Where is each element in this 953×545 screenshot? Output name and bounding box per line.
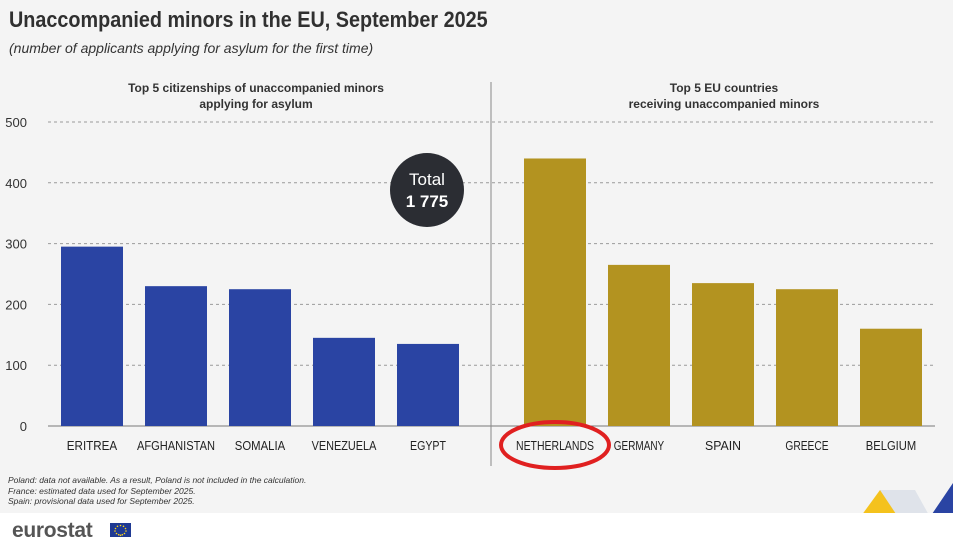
footnote-spain: Spain: provisional data used for Septemb… bbox=[8, 496, 195, 506]
x-tick-label: BELGIUM bbox=[866, 439, 916, 453]
bar-belgium bbox=[860, 328, 922, 426]
panel-title-2-line: receiving unaccompanied minors bbox=[629, 97, 820, 111]
y-tick-label: 300 bbox=[5, 237, 27, 252]
bar-venezuela bbox=[313, 337, 375, 426]
panel-title-1-line: Top 5 citizenships of unaccompanied mino… bbox=[128, 81, 384, 95]
eu-flag-icon bbox=[110, 523, 131, 537]
chart-subtitle: (number of applicants applying for asylu… bbox=[9, 40, 374, 56]
bar-spain bbox=[692, 283, 754, 426]
chart-title: Unaccompanied minors in the EU, Septembe… bbox=[9, 7, 488, 32]
x-tick-label: SPAIN bbox=[705, 439, 741, 453]
x-tick-label: GERMANY bbox=[614, 439, 665, 453]
y-tick-label: 400 bbox=[5, 176, 27, 191]
x-tick-label: ERITREA bbox=[67, 439, 118, 453]
y-tick-label: 500 bbox=[5, 115, 27, 130]
x-tick-label: VENEZUELA bbox=[312, 439, 377, 453]
y-tick-label: 200 bbox=[5, 297, 27, 312]
bar-eritrea bbox=[61, 246, 123, 426]
total-badge-label: Total bbox=[409, 170, 445, 189]
total-badge-value: 1 775 bbox=[406, 192, 449, 211]
footnotes: Poland: data not available. As a result,… bbox=[8, 475, 306, 507]
x-tick-label: EGYPT bbox=[410, 439, 446, 453]
panel-title-2-line: Top 5 EU countries bbox=[670, 81, 779, 95]
bar-egypt bbox=[397, 343, 459, 426]
bar-afghanistan bbox=[145, 286, 207, 426]
eurostat-logo-text: eurostat bbox=[12, 519, 93, 542]
x-tick-label: NETHERLANDS bbox=[516, 439, 594, 453]
x-tick-label: GREECE bbox=[785, 439, 828, 453]
highlight-circle bbox=[499, 420, 611, 470]
total-badge bbox=[390, 153, 464, 227]
footnote-france: France: estimated data used for Septembe… bbox=[8, 485, 196, 496]
chart-area: 0 100 200 300 400 500 Top 5 citizenships of un… bbox=[5, 81, 935, 470]
bar-netherlands bbox=[524, 158, 586, 427]
x-tick-label: AFGHANISTAN bbox=[137, 439, 215, 453]
bar-somalia bbox=[229, 289, 291, 426]
y-tick-label: 100 bbox=[5, 358, 27, 373]
bar-germany bbox=[608, 264, 670, 426]
x-tick-label: SOMALIA bbox=[235, 439, 286, 453]
bar-greece bbox=[776, 289, 838, 426]
footer-bar: eurostat bbox=[0, 513, 953, 545]
y-tick-label: 0 bbox=[20, 419, 27, 434]
footnote-poland: Poland: data not available. As a result,… bbox=[8, 475, 307, 485]
panel-title-1-line: applying for asylum bbox=[199, 97, 312, 111]
